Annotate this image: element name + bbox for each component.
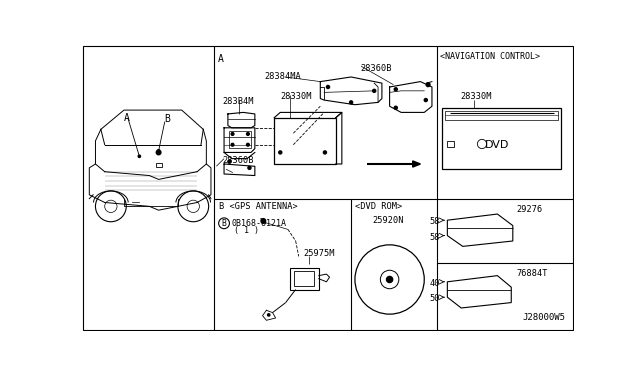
Text: 29276: 29276: [516, 205, 543, 214]
Text: 28360B: 28360B: [223, 156, 254, 165]
Text: 28330M: 28330M: [280, 92, 312, 102]
Circle shape: [156, 150, 161, 155]
Text: 25975M: 25975M: [303, 249, 335, 258]
Circle shape: [326, 86, 330, 89]
Circle shape: [248, 166, 251, 169]
Text: B: B: [164, 114, 170, 124]
Circle shape: [246, 143, 250, 146]
Circle shape: [372, 89, 376, 92]
Text: A: A: [124, 113, 130, 123]
Text: ( 1 ): ( 1 ): [234, 226, 259, 235]
Circle shape: [231, 132, 234, 135]
Text: 58: 58: [429, 232, 440, 241]
Text: 25920N: 25920N: [372, 216, 404, 225]
Text: <NAVIGATION CONTROL>: <NAVIGATION CONTROL>: [440, 52, 540, 61]
Bar: [156, 163, 162, 167]
Circle shape: [426, 83, 430, 87]
Circle shape: [349, 101, 353, 104]
Bar: [445, 111, 558, 120]
Text: 28384MA: 28384MA: [265, 71, 301, 81]
Text: 58: 58: [429, 217, 440, 226]
Text: 283B4M: 283B4M: [223, 97, 254, 106]
Circle shape: [138, 155, 141, 157]
Text: 0B168-6121A: 0B168-6121A: [232, 219, 287, 228]
Polygon shape: [413, 161, 420, 167]
Circle shape: [261, 219, 266, 223]
Text: <DVD ROM>: <DVD ROM>: [355, 202, 402, 211]
Text: J28000W5: J28000W5: [522, 313, 565, 322]
Bar: [289, 268, 319, 289]
Text: 28360B: 28360B: [360, 64, 392, 73]
Bar: [442, 108, 561, 169]
Text: 40: 40: [429, 279, 440, 288]
Circle shape: [323, 151, 326, 154]
Circle shape: [268, 314, 270, 316]
Text: 50: 50: [429, 294, 440, 303]
Bar: [447, 141, 454, 147]
Bar: [274, 118, 336, 164]
Circle shape: [228, 160, 231, 163]
Bar: [230, 131, 251, 148]
Text: B: B: [221, 219, 227, 228]
Text: A: A: [218, 54, 224, 64]
Circle shape: [424, 99, 428, 102]
Text: 28330M: 28330M: [460, 92, 492, 102]
Circle shape: [387, 276, 393, 283]
Circle shape: [394, 88, 397, 91]
Text: B <GPS ANTENNA>: B <GPS ANTENNA>: [219, 202, 298, 211]
Text: 76884T: 76884T: [516, 269, 548, 279]
Bar: [294, 271, 314, 286]
Circle shape: [231, 143, 234, 146]
Circle shape: [394, 106, 397, 109]
Circle shape: [279, 151, 282, 154]
Circle shape: [246, 132, 250, 135]
Text: DVD: DVD: [485, 140, 509, 150]
Circle shape: [157, 150, 160, 152]
